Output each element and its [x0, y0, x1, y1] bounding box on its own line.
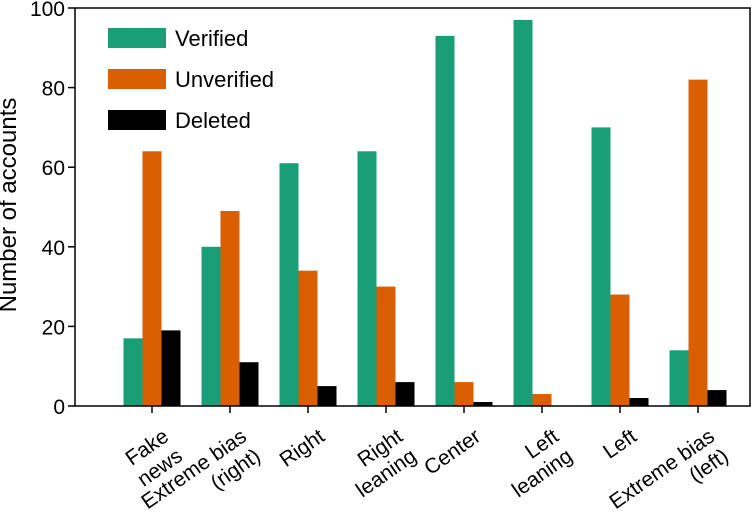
- bars-layer: [123, 19, 727, 407]
- legend-swatch-unverified: [108, 69, 166, 89]
- bar-deleted-3: [395, 382, 415, 406]
- legend: Verified Unverified Deleted: [108, 26, 274, 133]
- x-tick-label: Left: [599, 425, 641, 464]
- bar-verified-3: [357, 151, 377, 406]
- bar-unverified-1: [220, 210, 240, 406]
- y-axis-label: Number of accounts: [0, 98, 22, 313]
- legend-label-unverified: Unverified: [175, 67, 274, 92]
- bar-unverified-7: [688, 79, 708, 406]
- y-tick-label: 20: [42, 316, 65, 339]
- y-axis: 0 20 40 60 80 100: [30, 0, 75, 419]
- plot-frame: [74, 7, 751, 407]
- bar-deleted-4: [473, 402, 493, 406]
- legend-swatch-verified: [108, 28, 166, 48]
- x-tick-label: Center: [420, 425, 485, 480]
- x-tick-label: Leftleaning: [494, 425, 577, 502]
- y-tick-label: 0: [53, 396, 65, 419]
- y-tick-label: 100: [30, 0, 65, 21]
- bar-deleted-1: [239, 362, 259, 406]
- bar-deleted-6: [629, 398, 649, 406]
- bar-deleted-0: [161, 330, 181, 406]
- bar-unverified-6: [610, 294, 630, 406]
- bar-verified-5: [513, 19, 533, 406]
- x-tick-label: Rightleaning: [338, 425, 421, 502]
- bar-verified-0: [123, 338, 143, 406]
- x-tick-label: Right: [276, 425, 329, 472]
- bar-unverified-0: [142, 151, 162, 406]
- bar-verified-6: [591, 127, 611, 407]
- bar-verified-7: [669, 350, 689, 406]
- bar-unverified-2: [298, 270, 318, 406]
- bar-unverified-5: [532, 394, 552, 406]
- legend-swatch-deleted: [108, 110, 166, 130]
- bar-verified-2: [279, 163, 299, 406]
- bar-deleted-2: [317, 386, 337, 406]
- legend-label-verified: Verified: [175, 26, 248, 51]
- x-tick-label-line: Center: [420, 425, 485, 480]
- bar-unverified-4: [454, 382, 474, 406]
- x-tick-label-line: Right: [276, 425, 329, 472]
- y-tick-label: 40: [42, 237, 65, 260]
- bar-verified-4: [435, 35, 455, 407]
- legend-label-deleted: Deleted: [175, 108, 251, 133]
- x-tick-label-line: Left: [599, 425, 641, 464]
- y-tick-label: 80: [42, 78, 65, 101]
- y-tick-label: 60: [42, 157, 65, 180]
- bar-unverified-3: [376, 286, 396, 406]
- bar-deleted-7: [707, 390, 727, 406]
- bar-verified-1: [201, 246, 221, 406]
